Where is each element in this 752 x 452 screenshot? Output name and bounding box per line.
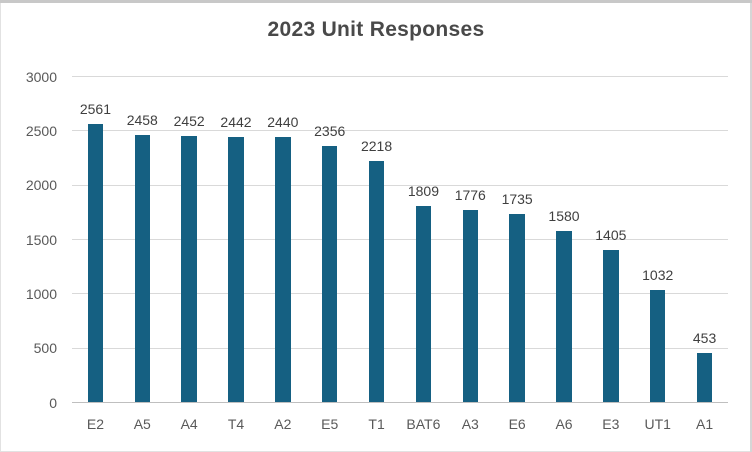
bar-value-label: 1809 bbox=[407, 182, 439, 199]
bar-A3 bbox=[462, 209, 479, 403]
bar-A1 bbox=[696, 353, 713, 403]
chart-title: 2023 Unit Responses bbox=[267, 18, 485, 41]
bar-A4 bbox=[181, 136, 197, 403]
x-tick-label: A2 bbox=[274, 416, 292, 432]
bar-value-label: 2442 bbox=[220, 114, 252, 131]
bar-E3 bbox=[603, 249, 619, 403]
bar-value-label: 453 bbox=[692, 330, 717, 347]
bar-A6 bbox=[556, 230, 572, 403]
bar-value-label: 2440 bbox=[267, 114, 299, 131]
bar-value-label: 1735 bbox=[501, 190, 533, 207]
gridline bbox=[72, 347, 728, 349]
bar-value-label: 2458 bbox=[126, 112, 158, 129]
bar-value-label: 1580 bbox=[548, 207, 580, 224]
bar-value-label: 2218 bbox=[360, 138, 393, 155]
bar-A5 bbox=[134, 135, 151, 403]
bar-value-label: 1032 bbox=[642, 267, 674, 284]
gridline bbox=[72, 130, 728, 132]
x-tick-label: E6 bbox=[508, 416, 526, 432]
gridline bbox=[72, 293, 728, 295]
x-tick-label: E5 bbox=[321, 416, 339, 432]
x-tick-label: E2 bbox=[86, 416, 104, 432]
bar-value-label: 1405 bbox=[595, 226, 627, 243]
x-tick-label: A1 bbox=[696, 416, 714, 432]
y-tick-label: 0 bbox=[49, 394, 57, 411]
x-tick-label: T4 bbox=[227, 416, 245, 432]
x-tick-label: BAT6 bbox=[406, 416, 441, 432]
bar-value-label: 1776 bbox=[454, 186, 486, 203]
y-tick-label: 1000 bbox=[25, 285, 57, 302]
bar-value-label: 2561 bbox=[79, 101, 111, 118]
x-tick-label: UT1 bbox=[644, 416, 671, 432]
y-tick-label: 2500 bbox=[25, 122, 57, 139]
bar-value-label: 2356 bbox=[314, 123, 346, 140]
bar-E6 bbox=[509, 213, 525, 403]
x-tick-label: A5 bbox=[133, 416, 151, 432]
bar-T1 bbox=[368, 161, 385, 403]
gridline bbox=[72, 76, 728, 77]
bar-A2 bbox=[275, 137, 291, 403]
x-tick-label: A3 bbox=[461, 416, 479, 432]
bar-T4 bbox=[228, 137, 244, 403]
bar-E5 bbox=[321, 146, 338, 403]
y-tick-label: 2000 bbox=[25, 177, 57, 194]
x-axis-line bbox=[72, 402, 728, 403]
y-tick-label: 500 bbox=[33, 340, 57, 357]
bar-E2 bbox=[87, 124, 104, 403]
y-tick-label: 3000 bbox=[25, 68, 57, 85]
bar-value-label: 2452 bbox=[173, 113, 205, 130]
gridline bbox=[72, 184, 728, 186]
x-tick-label: A6 bbox=[555, 416, 573, 432]
bar-BAT6 bbox=[415, 205, 432, 403]
y-tick-label: 1500 bbox=[25, 231, 57, 248]
x-tick-label: E3 bbox=[602, 416, 620, 432]
x-tick-label: T1 bbox=[368, 416, 385, 432]
bar-UT1 bbox=[649, 290, 666, 403]
gridline bbox=[72, 239, 728, 240]
x-tick-label: A4 bbox=[180, 416, 198, 432]
